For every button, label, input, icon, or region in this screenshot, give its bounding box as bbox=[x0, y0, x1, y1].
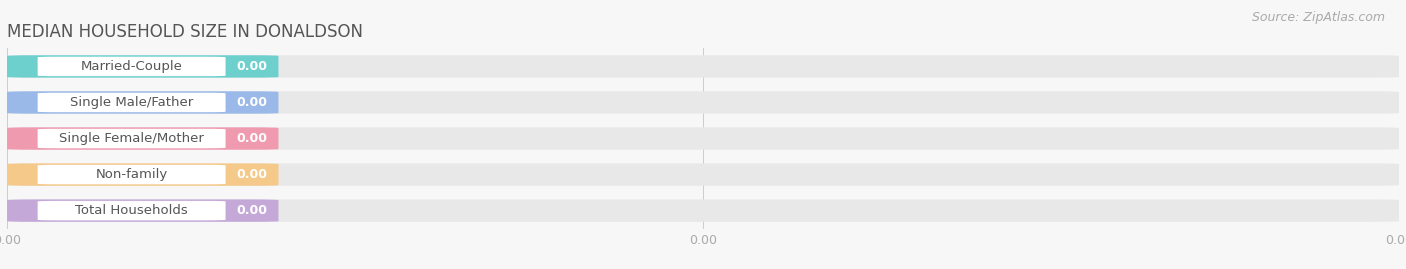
FancyBboxPatch shape bbox=[7, 163, 278, 186]
FancyBboxPatch shape bbox=[38, 93, 225, 112]
Text: Single Female/Mother: Single Female/Mother bbox=[59, 132, 204, 145]
FancyBboxPatch shape bbox=[38, 129, 225, 148]
Text: 0.00: 0.00 bbox=[236, 132, 267, 145]
Text: 0.00: 0.00 bbox=[236, 204, 267, 217]
Text: Single Male/Father: Single Male/Father bbox=[70, 96, 193, 109]
FancyBboxPatch shape bbox=[7, 163, 1399, 186]
Text: Married-Couple: Married-Couple bbox=[80, 60, 183, 73]
FancyBboxPatch shape bbox=[38, 201, 225, 220]
FancyBboxPatch shape bbox=[38, 165, 225, 184]
FancyBboxPatch shape bbox=[7, 55, 1399, 78]
FancyBboxPatch shape bbox=[7, 199, 1399, 222]
Text: 0.00: 0.00 bbox=[236, 60, 267, 73]
FancyBboxPatch shape bbox=[7, 55, 278, 78]
Text: 0.00: 0.00 bbox=[236, 96, 267, 109]
FancyBboxPatch shape bbox=[7, 91, 278, 114]
FancyBboxPatch shape bbox=[7, 91, 1399, 114]
Text: Non-family: Non-family bbox=[96, 168, 167, 181]
Text: MEDIAN HOUSEHOLD SIZE IN DONALDSON: MEDIAN HOUSEHOLD SIZE IN DONALDSON bbox=[7, 23, 363, 41]
FancyBboxPatch shape bbox=[7, 127, 278, 150]
Text: Source: ZipAtlas.com: Source: ZipAtlas.com bbox=[1251, 11, 1385, 24]
FancyBboxPatch shape bbox=[7, 127, 1399, 150]
Text: 0.00: 0.00 bbox=[236, 168, 267, 181]
Text: Total Households: Total Households bbox=[76, 204, 188, 217]
FancyBboxPatch shape bbox=[38, 57, 225, 76]
FancyBboxPatch shape bbox=[7, 199, 278, 222]
